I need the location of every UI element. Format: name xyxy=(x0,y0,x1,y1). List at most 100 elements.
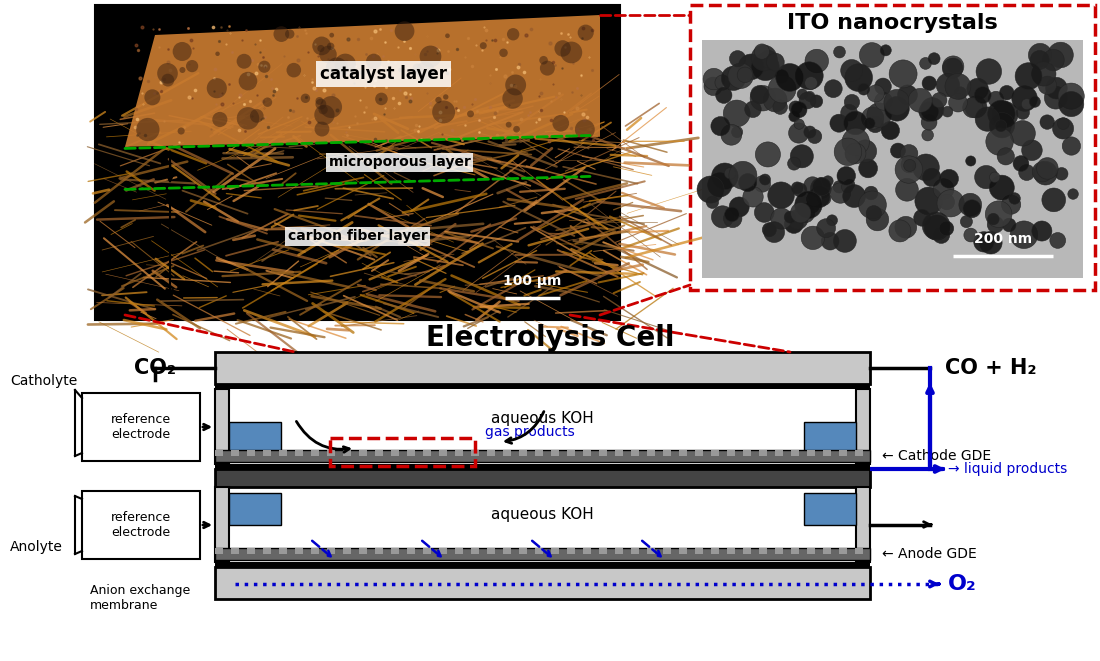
Circle shape xyxy=(315,104,334,125)
Bar xyxy=(263,450,271,456)
Bar xyxy=(214,352,870,384)
Bar xyxy=(359,450,367,456)
Circle shape xyxy=(889,60,917,88)
Circle shape xyxy=(436,97,442,103)
Circle shape xyxy=(507,28,519,40)
Circle shape xyxy=(936,73,959,97)
Bar xyxy=(535,548,543,554)
Text: aqueous KOH: aqueous KOH xyxy=(491,412,594,426)
Bar xyxy=(776,548,783,554)
Circle shape xyxy=(773,100,788,114)
Circle shape xyxy=(918,102,938,121)
Circle shape xyxy=(263,97,272,107)
Bar xyxy=(327,548,336,554)
Bar xyxy=(455,450,463,456)
Circle shape xyxy=(480,42,487,49)
Circle shape xyxy=(327,42,334,50)
Bar xyxy=(295,450,302,456)
Circle shape xyxy=(162,73,174,87)
Bar xyxy=(679,548,688,554)
Bar xyxy=(214,450,223,456)
Circle shape xyxy=(826,215,837,226)
Circle shape xyxy=(738,54,763,80)
Circle shape xyxy=(964,228,978,242)
Circle shape xyxy=(725,207,739,221)
Bar xyxy=(214,562,870,567)
Circle shape xyxy=(499,48,508,57)
Bar xyxy=(742,450,751,456)
Circle shape xyxy=(1032,162,1053,182)
Circle shape xyxy=(845,143,866,164)
Circle shape xyxy=(716,87,732,103)
Circle shape xyxy=(1021,98,1033,110)
Circle shape xyxy=(988,214,999,225)
Bar xyxy=(742,548,751,554)
Circle shape xyxy=(895,216,916,238)
Circle shape xyxy=(867,116,883,133)
Text: Anolyte: Anolyte xyxy=(10,540,63,554)
Circle shape xyxy=(468,110,474,118)
Circle shape xyxy=(959,193,981,216)
Circle shape xyxy=(794,119,804,130)
Text: O₂: O₂ xyxy=(948,574,977,594)
Circle shape xyxy=(891,143,905,158)
Circle shape xyxy=(789,111,800,122)
Bar xyxy=(343,548,351,554)
Circle shape xyxy=(884,89,910,115)
Circle shape xyxy=(552,115,569,132)
Bar xyxy=(214,548,223,554)
Circle shape xyxy=(798,89,807,100)
Circle shape xyxy=(804,126,816,138)
Circle shape xyxy=(1057,118,1069,130)
Circle shape xyxy=(859,191,887,219)
Bar xyxy=(424,548,431,554)
Circle shape xyxy=(1044,87,1067,109)
Circle shape xyxy=(811,178,832,199)
Circle shape xyxy=(724,209,741,227)
Circle shape xyxy=(742,186,763,207)
Circle shape xyxy=(845,95,859,110)
Circle shape xyxy=(728,63,754,89)
Circle shape xyxy=(250,109,264,123)
Circle shape xyxy=(763,88,788,112)
Bar xyxy=(759,450,767,456)
Circle shape xyxy=(865,186,878,200)
Bar xyxy=(390,548,399,554)
Circle shape xyxy=(177,128,185,135)
Bar xyxy=(375,548,383,554)
Circle shape xyxy=(1031,50,1049,69)
Circle shape xyxy=(904,159,916,171)
Circle shape xyxy=(962,200,981,217)
Circle shape xyxy=(157,63,178,84)
Bar xyxy=(679,450,688,456)
Circle shape xyxy=(319,46,337,63)
Circle shape xyxy=(895,178,918,201)
Circle shape xyxy=(823,176,833,186)
Bar xyxy=(214,487,229,562)
Circle shape xyxy=(760,174,770,185)
Bar xyxy=(583,450,591,456)
Circle shape xyxy=(317,45,324,52)
Bar xyxy=(535,450,543,456)
Bar xyxy=(503,450,512,456)
Circle shape xyxy=(974,231,994,252)
Circle shape xyxy=(864,118,874,129)
Circle shape xyxy=(1009,193,1021,204)
Circle shape xyxy=(987,216,1003,233)
Circle shape xyxy=(845,63,872,91)
Text: gas products: gas products xyxy=(485,425,575,439)
Circle shape xyxy=(720,124,741,145)
Bar xyxy=(839,548,847,554)
Circle shape xyxy=(801,226,825,250)
Bar xyxy=(663,548,671,554)
Text: ← Anode GDE: ← Anode GDE xyxy=(882,547,977,561)
Circle shape xyxy=(844,111,867,135)
Circle shape xyxy=(939,221,954,236)
Circle shape xyxy=(1058,83,1085,109)
Bar xyxy=(583,548,591,554)
Circle shape xyxy=(1001,195,1021,214)
Bar xyxy=(855,450,864,456)
Circle shape xyxy=(729,51,746,67)
Bar xyxy=(631,548,639,554)
Circle shape xyxy=(1030,97,1041,107)
